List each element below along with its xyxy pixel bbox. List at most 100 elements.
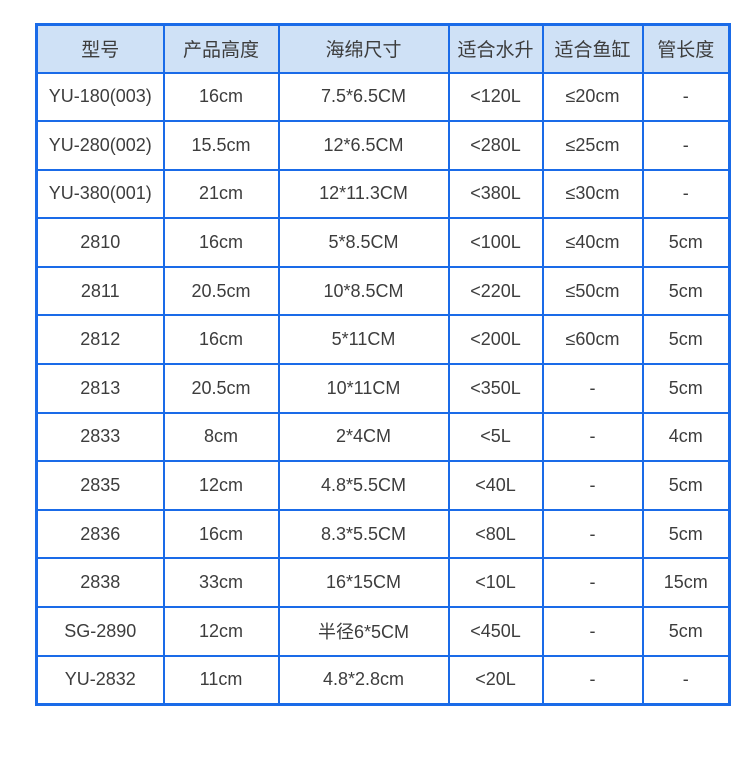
table-cell-tube-length: 15cm [641,557,731,609]
table-cell-tank-size: ≤50cm [541,265,644,317]
table-cell-height: 16cm [162,508,280,560]
table-cell-sponge-size: 8.3*5.5CM [277,508,450,560]
table-row: SG-2890 12cm 半径6*5CM <450L - 5cm [35,606,731,657]
table-row: YU-380(001) 21cm 12*11.3CM <380L ≤30cm - [35,168,731,220]
table-cell-height: 20.5cm [162,265,280,317]
header-row: 型号 产品高度 海绵尺寸 适合水升 适合鱼缸 管长度 [35,23,731,74]
table-cell-model: YU-280(002) [35,120,165,171]
table-row: 2838 33cm 16*15CM <10L - 15cm [35,557,731,609]
table-cell-sponge-size: 12*11.3CM [277,168,450,220]
table-cell-height: 12cm [162,606,280,657]
table-cell-model: 2833 [35,411,165,463]
table-cell-water-liters: <10L [447,557,544,609]
table-cell-height: 33cm [162,557,280,609]
table-cell-water-liters: <200L [447,314,544,366]
table-cell-water-liters: <120L [447,71,544,123]
table-cell-model: 2812 [35,314,165,366]
table-cell-water-liters: <100L [447,217,544,268]
table-row: 2835 12cm 4.8*5.5CM <40L - 5cm [35,460,731,511]
table-cell-water-liters: <220L [447,265,544,317]
table-cell-sponge-size: 12*6.5CM [277,120,450,171]
column-header-product-height: 产品高度 [162,23,280,74]
table-cell-tank-size: ≤30cm [541,168,644,220]
table-cell-height: 20.5cm [162,363,280,414]
table-cell-height: 12cm [162,460,280,511]
table-cell-height: 11cm [162,654,280,706]
table-cell-tube-length: 4cm [641,411,731,463]
table-cell-height: 16cm [162,217,280,268]
table-cell-model: 2838 [35,557,165,609]
table-cell-height: 16cm [162,71,280,123]
column-header-water-liters: 适合水升 [447,23,544,74]
table-cell-water-liters: <380L [447,168,544,220]
table-cell-water-liters: <80L [447,508,544,560]
table-cell-sponge-size: 10*8.5CM [277,265,450,317]
table-cell-model: SG-2890 [35,606,165,657]
table-cell-water-liters: <450L [447,606,544,657]
table-row: 2836 16cm 8.3*5.5CM <80L - 5cm [35,508,731,560]
table-cell-model: YU-2832 [35,654,165,706]
table-cell-tank-size: ≤20cm [541,71,644,123]
table-cell-tank-size: - [541,411,644,463]
table-cell-sponge-size: 4.8*2.8cm [277,654,450,706]
table-cell-model: 2810 [35,217,165,268]
table-cell-model: 2835 [35,460,165,511]
table-cell-tank-size: - [541,460,644,511]
table-cell-water-liters: <5L [447,411,544,463]
table-cell-height: 21cm [162,168,280,220]
table-cell-tank-size: ≤25cm [541,120,644,171]
table-cell-height: 8cm [162,411,280,463]
table-row: YU-180(003) 16cm 7.5*6.5CM <120L ≤20cm - [35,71,731,123]
table-cell-tank-size: ≤60cm [541,314,644,366]
table-cell-tank-size: - [541,363,644,414]
table-cell-tank-size: ≤40cm [541,217,644,268]
table-cell-sponge-size: 半径6*5CM [277,606,450,657]
product-spec-table-container: 型号 产品高度 海绵尺寸 适合水升 适合鱼缸 管长度 YU-180(003) 1… [35,23,731,706]
column-header-tube-length: 管长度 [641,23,731,74]
table-row: 2812 16cm 5*11CM <200L ≤60cm 5cm [35,314,731,366]
table-cell-height: 16cm [162,314,280,366]
table-cell-water-liters: <280L [447,120,544,171]
table-cell-sponge-size: 10*11CM [277,363,450,414]
table-row: YU-280(002) 15.5cm 12*6.5CM <280L ≤25cm … [35,120,731,171]
table-cell-model: YU-380(001) [35,168,165,220]
column-header-sponge-size: 海绵尺寸 [277,23,450,74]
table-cell-model: 2836 [35,508,165,560]
product-spec-table: 型号 产品高度 海绵尺寸 适合水升 适合鱼缸 管长度 YU-180(003) 1… [35,23,731,706]
table-cell-water-liters: <20L [447,654,544,706]
table-row: 2810 16cm 5*8.5CM <100L ≤40cm 5cm [35,217,731,268]
table-cell-sponge-size: 5*8.5CM [277,217,450,268]
table-row: YU-2832 11cm 4.8*2.8cm <20L - - [35,654,731,706]
table-cell-model: 2811 [35,265,165,317]
table-cell-tank-size: - [541,606,644,657]
table-cell-model: YU-180(003) [35,71,165,123]
table-cell-tube-length: 5cm [641,314,731,366]
column-header-tank-size: 适合鱼缸 [541,23,644,74]
table-cell-sponge-size: 7.5*6.5CM [277,71,450,123]
table-cell-tube-length: 5cm [641,460,731,511]
table-cell-tube-length: - [641,71,731,123]
table-cell-water-liters: <40L [447,460,544,511]
table-cell-sponge-size: 16*15CM [277,557,450,609]
table-row: 2811 20.5cm 10*8.5CM <220L ≤50cm 5cm [35,265,731,317]
table-cell-tube-length: 5cm [641,265,731,317]
table-cell-height: 15.5cm [162,120,280,171]
table-cell-tube-length: 5cm [641,606,731,657]
table-row: 2813 20.5cm 10*11CM <350L - 5cm [35,363,731,414]
table-cell-tube-length: 5cm [641,508,731,560]
table-cell-model: 2813 [35,363,165,414]
table-cell-tube-length: - [641,120,731,171]
table-cell-water-liters: <350L [447,363,544,414]
table-cell-sponge-size: 2*4CM [277,411,450,463]
table-cell-tube-length: - [641,168,731,220]
table-row: 2833 8cm 2*4CM <5L - 4cm [35,411,731,463]
table-cell-tube-length: - [641,654,731,706]
table-cell-tube-length: 5cm [641,363,731,414]
table-cell-sponge-size: 5*11CM [277,314,450,366]
table-cell-tank-size: - [541,508,644,560]
table-cell-sponge-size: 4.8*5.5CM [277,460,450,511]
table-cell-tube-length: 5cm [641,217,731,268]
table-cell-tank-size: - [541,557,644,609]
table-cell-tank-size: - [541,654,644,706]
column-header-model: 型号 [35,23,165,74]
